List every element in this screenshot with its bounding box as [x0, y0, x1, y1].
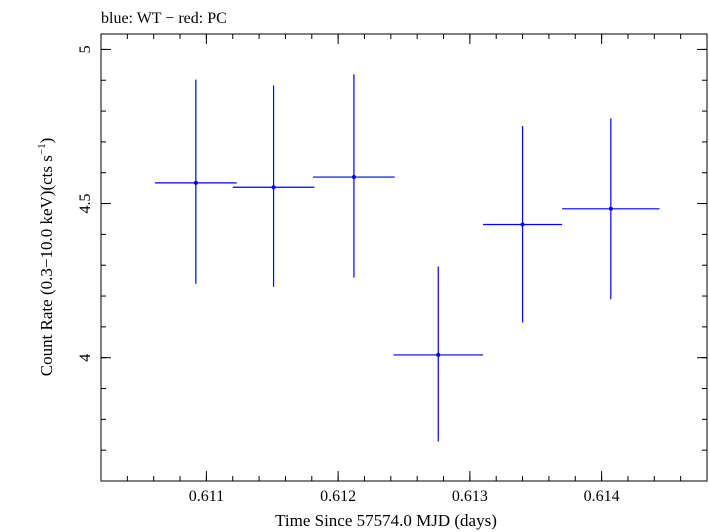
data-point-marker	[608, 206, 613, 211]
data-point	[562, 118, 660, 300]
x-axis-tick-labels: 0.611 0.612 0.613 0.614	[189, 488, 620, 505]
data-point-marker	[271, 185, 276, 190]
y-axis-ticks	[101, 48, 707, 482]
y-axis-label-close: )	[37, 138, 56, 144]
data-points	[155, 74, 660, 442]
chart-title: blue: WT − red: PC	[101, 10, 227, 27]
data-point	[483, 126, 563, 323]
x-axis-label: Time Since 57574.0 MJD (days)	[275, 511, 497, 530]
x-tick-label: 0.614	[584, 488, 620, 505]
y-tick-label: 4.5	[77, 194, 94, 214]
data-point-marker	[193, 180, 198, 185]
y-tick-label: 4	[77, 354, 94, 362]
data-point	[393, 266, 484, 442]
y-axis-label: Count Rate (0.3−10.0 keV)(cts s−1)	[36, 138, 56, 377]
data-point	[313, 74, 395, 278]
y-axis-label-main: Count Rate (0.3−10.0 keV)(cts s	[37, 155, 56, 376]
y-axis-tick-labels: 44.55	[77, 45, 94, 361]
data-point	[155, 79, 237, 284]
data-point-marker	[520, 222, 525, 227]
plot-frame	[100, 33, 708, 482]
x-axis-ticks	[100, 34, 708, 481]
x-tick-label: 0.611	[189, 488, 224, 505]
x-tick-label: 0.613	[452, 488, 488, 505]
data-point	[232, 85, 315, 287]
data-point-marker	[351, 175, 356, 180]
data-point-marker	[436, 352, 441, 357]
y-tick-label: 5	[77, 45, 94, 53]
x-tick-label: 0.612	[320, 488, 356, 505]
y-axis-label-sup: −1	[36, 143, 48, 155]
